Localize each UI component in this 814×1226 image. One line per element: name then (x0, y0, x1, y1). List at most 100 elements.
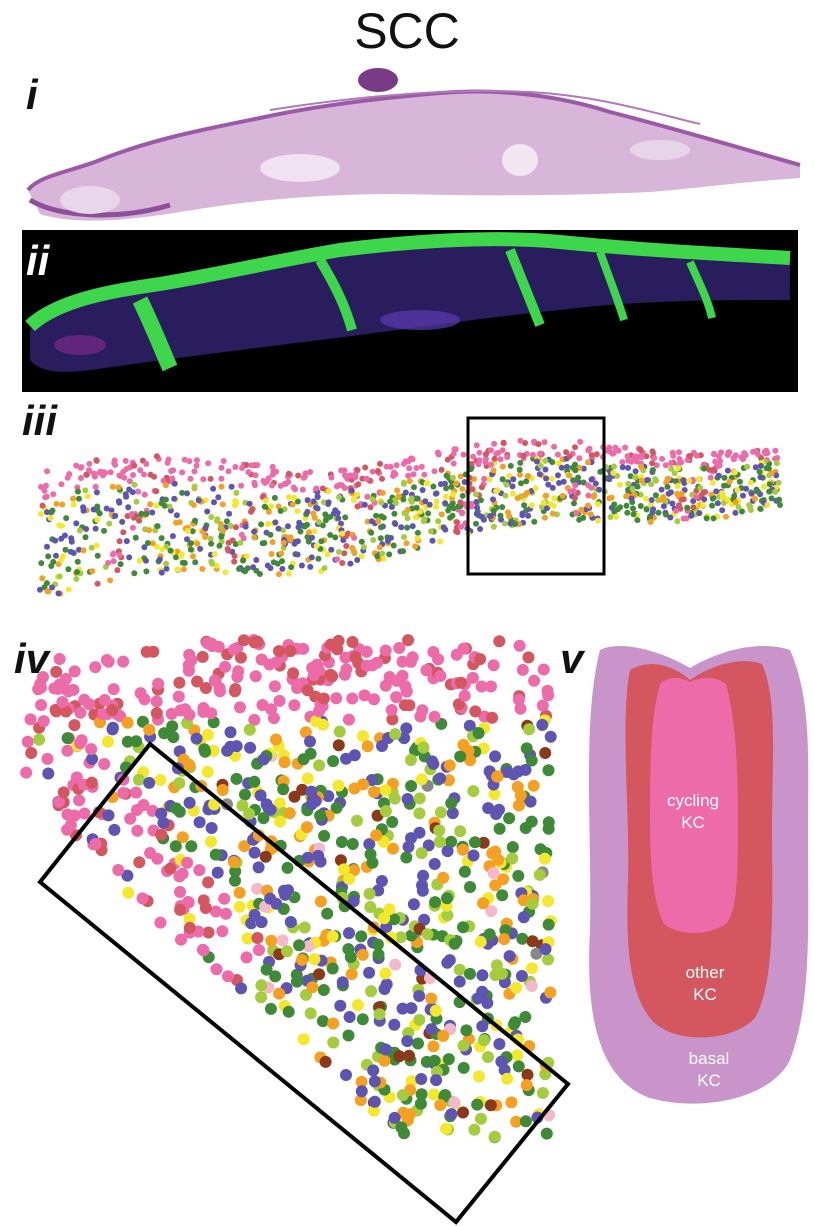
spot (155, 828, 168, 841)
spot (459, 492, 466, 499)
spot (475, 1112, 487, 1125)
spot (425, 1023, 438, 1036)
spot (404, 1108, 416, 1121)
spot (82, 534, 89, 541)
spot (280, 539, 287, 546)
spot (375, 468, 381, 474)
spot (390, 472, 397, 479)
spot (569, 464, 576, 471)
spot (721, 474, 728, 481)
spot (473, 499, 480, 505)
spot (751, 495, 758, 502)
spot (277, 783, 290, 796)
spot (400, 851, 413, 864)
spot (497, 456, 504, 463)
spot (156, 556, 163, 563)
spot (268, 551, 275, 557)
spot (158, 569, 165, 576)
spot (260, 963, 273, 976)
spot (199, 682, 212, 694)
spot (109, 483, 116, 490)
spot (517, 459, 524, 466)
spot (585, 459, 591, 466)
spot (524, 473, 531, 479)
spot (668, 460, 675, 466)
spot (685, 477, 692, 484)
spot (690, 498, 697, 504)
spot (757, 505, 764, 512)
spot (80, 547, 87, 554)
spot (501, 1072, 514, 1085)
spot (709, 479, 716, 486)
spot (468, 1123, 481, 1136)
spot (284, 645, 297, 658)
spot (516, 466, 523, 473)
spot (215, 494, 222, 501)
spot (457, 499, 464, 506)
spot (58, 481, 65, 488)
spot (651, 455, 658, 462)
spot (335, 515, 342, 522)
spot (174, 548, 181, 555)
spot (521, 1068, 534, 1081)
spot (481, 475, 488, 482)
spot (229, 865, 242, 878)
spot (128, 511, 135, 518)
spot (619, 459, 626, 466)
spot (485, 905, 498, 918)
spot (41, 752, 54, 765)
spot (271, 494, 278, 501)
spot (483, 451, 489, 458)
spot (241, 932, 254, 945)
spot (445, 835, 458, 848)
spot (85, 776, 98, 789)
spot (544, 730, 557, 743)
spot (273, 645, 285, 658)
spot (131, 462, 138, 469)
spot (73, 520, 80, 527)
spot (334, 999, 347, 1012)
spot (231, 558, 238, 565)
spot (613, 513, 620, 520)
spot (510, 981, 523, 994)
spot (112, 512, 119, 519)
spot (244, 741, 257, 754)
spot (322, 511, 329, 518)
spot (369, 496, 376, 503)
spot (269, 970, 282, 983)
spot (764, 501, 771, 508)
spot (181, 856, 194, 869)
spot (527, 779, 540, 792)
spot (347, 560, 354, 567)
spot (53, 552, 59, 559)
spot (540, 499, 547, 506)
spot (405, 780, 418, 792)
spot (166, 720, 179, 733)
spot (588, 452, 595, 459)
spot (293, 939, 306, 952)
spot (408, 455, 415, 462)
spot (225, 547, 232, 554)
spot (294, 498, 301, 505)
spot (258, 521, 265, 528)
spot (163, 565, 170, 572)
spot (108, 823, 121, 836)
spot (34, 681, 47, 694)
spot (464, 754, 477, 767)
spot (273, 694, 286, 707)
spot (207, 535, 214, 542)
spot (166, 503, 173, 510)
spot (96, 510, 103, 517)
spot (505, 509, 511, 516)
spot (491, 770, 504, 783)
spot (281, 861, 294, 874)
spot (693, 493, 700, 500)
spot (533, 458, 540, 465)
spot (243, 462, 250, 468)
spot (328, 474, 335, 481)
spot (85, 743, 98, 756)
spot (314, 494, 321, 500)
spot (388, 504, 395, 510)
spot (83, 526, 90, 532)
spot (68, 665, 81, 678)
